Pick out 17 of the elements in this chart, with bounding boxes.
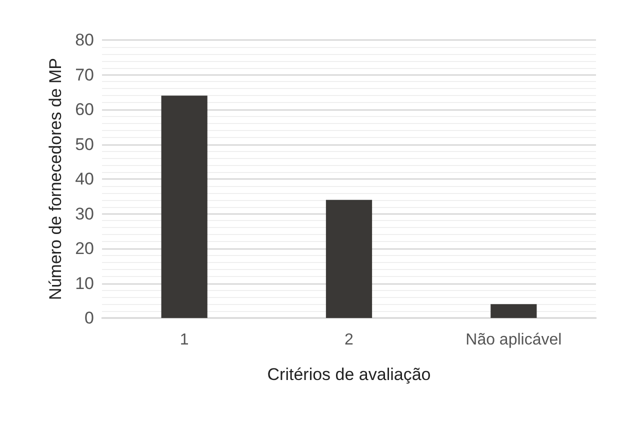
x-tick-label: 2 <box>344 332 354 348</box>
y-tick-label: 10 <box>75 274 94 293</box>
y-tick-label: 60 <box>75 100 94 119</box>
y-tick-label: 40 <box>75 170 94 188</box>
x-tick-label: 1 <box>180 332 189 348</box>
y-tick-label: 70 <box>75 65 94 84</box>
bar <box>490 304 537 318</box>
y-axis-title: Número de fornecedores de MP <box>46 58 66 300</box>
y-tick-label: 0 <box>84 308 94 328</box>
y-tick-label: 80 <box>75 30 94 50</box>
y-tick-label: 20 <box>75 239 94 258</box>
y-tick-label: 50 <box>75 134 94 154</box>
bar <box>326 200 372 318</box>
bar <box>161 96 208 318</box>
x-axis-title: Critérios de avaliação <box>267 365 431 384</box>
x-tick-label: Não aplicável <box>466 332 562 348</box>
y-tick-label: 30 <box>75 204 94 224</box>
